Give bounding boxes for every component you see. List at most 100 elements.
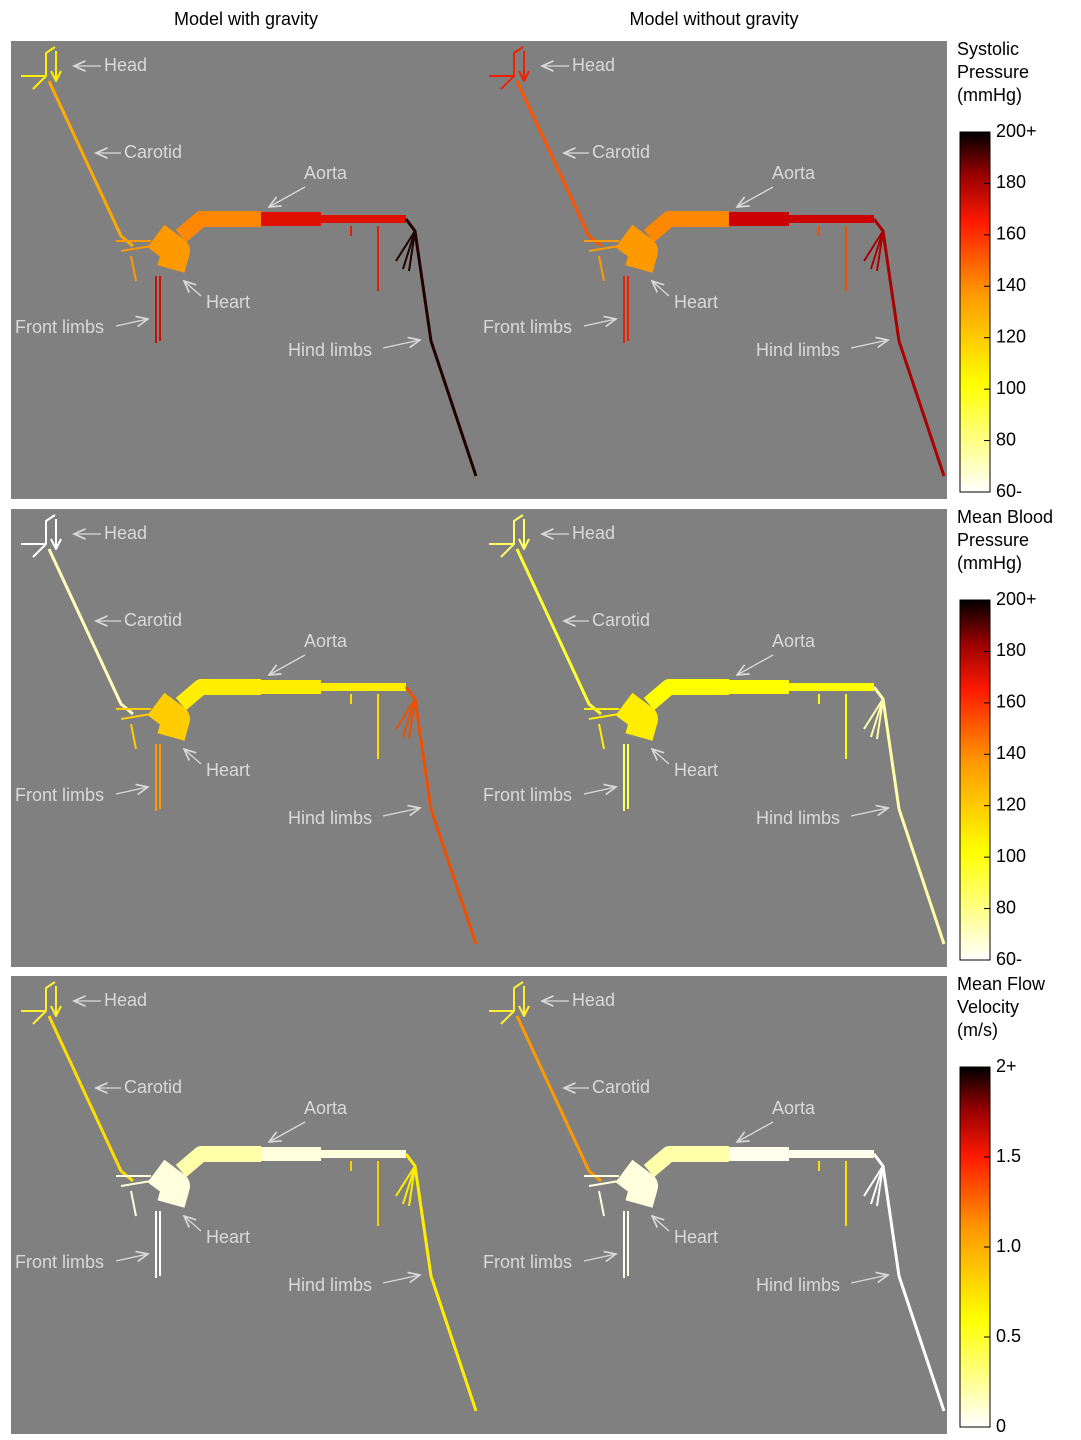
arrow bbox=[269, 186, 306, 207]
colorbar-tick-label: 180 bbox=[996, 640, 1026, 660]
colorbar-tick-label: 120 bbox=[996, 326, 1026, 346]
vessel bbox=[175, 679, 261, 711]
vessel-label: Hind limbs bbox=[288, 340, 372, 360]
colorbar bbox=[959, 131, 991, 493]
vessel-label: Front limbs bbox=[15, 317, 104, 337]
arrow bbox=[382, 1275, 420, 1284]
arrow bbox=[269, 654, 306, 675]
vessel bbox=[402, 698, 416, 738]
vessel bbox=[120, 245, 152, 252]
arrow bbox=[652, 749, 670, 765]
colorbar-title: Mean Flow bbox=[957, 974, 1046, 994]
vessel-label: Hind limbs bbox=[288, 1275, 372, 1295]
arrow bbox=[583, 1254, 616, 1261]
vessel-label: Carotid bbox=[592, 610, 650, 630]
vessel bbox=[489, 514, 524, 545]
arrow bbox=[115, 319, 148, 326]
vessel bbox=[872, 1153, 946, 1412]
vessel bbox=[643, 1146, 729, 1178]
vessel-label: Heart bbox=[206, 760, 250, 780]
colorbar-title: (mmHg) bbox=[957, 553, 1022, 573]
vessel bbox=[147, 1159, 190, 1208]
vessel bbox=[47, 1015, 134, 1183]
vessel bbox=[395, 1165, 416, 1197]
vessel-label: Head bbox=[104, 523, 147, 543]
colorbar-tick-label: 160 bbox=[996, 692, 1026, 712]
vessel bbox=[32, 75, 47, 90]
vessel bbox=[32, 543, 47, 558]
arrow bbox=[583, 319, 616, 326]
vessel-label: Head bbox=[572, 990, 615, 1010]
vessel bbox=[870, 698, 884, 738]
vessel-label: Carotid bbox=[124, 142, 182, 162]
colorbar-tick-label: 120 bbox=[996, 794, 1026, 814]
vessel bbox=[500, 1010, 515, 1025]
vessel bbox=[615, 692, 658, 741]
vessel bbox=[863, 698, 884, 730]
arrow bbox=[652, 1216, 670, 1232]
vessel-label: Head bbox=[572, 523, 615, 543]
vessel bbox=[643, 679, 729, 711]
panel bbox=[11, 976, 947, 1434]
colorbar-tick-label: 60- bbox=[996, 949, 1022, 969]
vessel-label: Head bbox=[104, 55, 147, 75]
vessel bbox=[598, 255, 605, 282]
vessel bbox=[404, 218, 478, 477]
vessel-label: Heart bbox=[674, 1227, 718, 1247]
vessel bbox=[588, 713, 620, 720]
vessel bbox=[408, 1165, 416, 1207]
colorbar-title: Velocity bbox=[957, 997, 1019, 1017]
colorbar-title: (m/s) bbox=[957, 1020, 998, 1040]
vessel bbox=[404, 686, 478, 945]
panel bbox=[11, 41, 947, 499]
vessel-label: Hind limbs bbox=[756, 808, 840, 828]
vessel bbox=[876, 1165, 884, 1207]
vessel bbox=[615, 224, 658, 273]
colorbar-tick-label: 0 bbox=[996, 1416, 1006, 1435]
arrow bbox=[850, 808, 888, 817]
vessel bbox=[50, 1005, 62, 1017]
vessel bbox=[408, 230, 416, 272]
colorbar-tick-label: 180 bbox=[996, 172, 1026, 192]
arrow bbox=[269, 1121, 306, 1142]
vessel bbox=[500, 75, 515, 90]
vessel bbox=[489, 46, 524, 77]
vessel-label: Carotid bbox=[592, 1077, 650, 1097]
vessel bbox=[518, 538, 530, 550]
colorbar-tick-label: 60- bbox=[996, 481, 1022, 501]
arrow bbox=[184, 749, 202, 765]
vessel-label: Aorta bbox=[772, 163, 816, 183]
colorbar-tick-label: 80 bbox=[996, 429, 1016, 449]
vessel-label: Aorta bbox=[304, 1098, 348, 1118]
vessel-label: Heart bbox=[206, 1227, 250, 1247]
vessel bbox=[518, 1005, 530, 1017]
vessel-label: Heart bbox=[674, 292, 718, 312]
vessel bbox=[175, 211, 261, 243]
vessel-label: Head bbox=[104, 990, 147, 1010]
vessel-label: Aorta bbox=[772, 631, 816, 651]
vessel bbox=[515, 1015, 602, 1183]
arrow bbox=[737, 1121, 774, 1142]
vessel bbox=[515, 548, 602, 716]
colorbar-tick-label: 160 bbox=[996, 224, 1026, 244]
colorbar-tick-label: 200+ bbox=[996, 589, 1037, 609]
vessel bbox=[21, 514, 56, 545]
vessel bbox=[863, 230, 884, 262]
colorbar bbox=[959, 599, 991, 961]
vessel bbox=[130, 255, 137, 282]
arrow bbox=[737, 654, 774, 675]
vessel bbox=[395, 698, 416, 730]
colorbar-tick-label: 80 bbox=[996, 897, 1016, 917]
colorbar-tick-label: 140 bbox=[996, 743, 1026, 763]
vessel-label: Aorta bbox=[304, 163, 348, 183]
vessel bbox=[870, 230, 884, 270]
vessel bbox=[500, 543, 515, 558]
vessel bbox=[588, 245, 620, 252]
vessel bbox=[402, 230, 416, 270]
vessel bbox=[872, 686, 946, 945]
colorbar-tick-label: 140 bbox=[996, 275, 1026, 295]
colorbar-tick-label: 0.5 bbox=[996, 1326, 1021, 1346]
arrow bbox=[115, 787, 148, 794]
arrow bbox=[652, 281, 670, 297]
